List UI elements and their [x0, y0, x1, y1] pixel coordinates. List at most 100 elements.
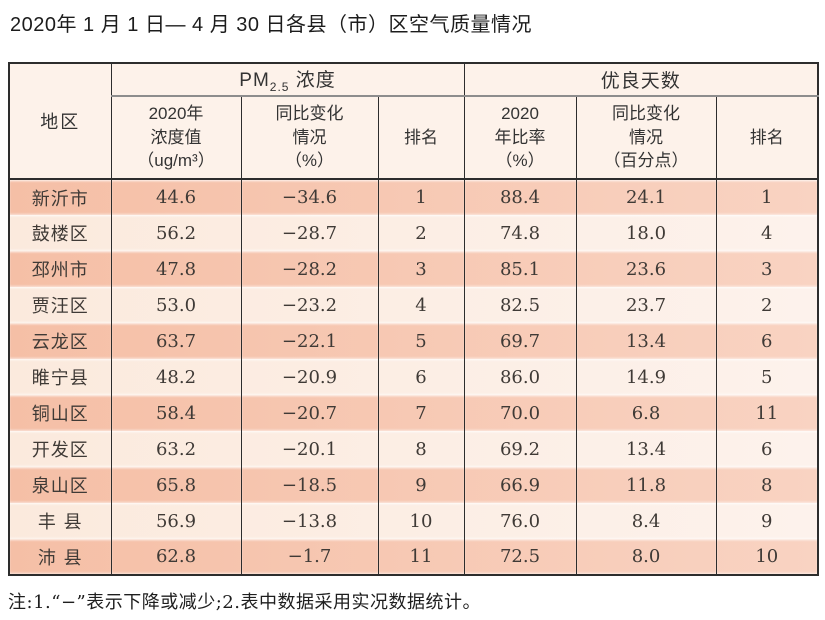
value-cell: −20.1 [240, 431, 379, 467]
value-cell: 6 [715, 323, 819, 359]
table-body: 新沂市 44.6 −34.6 1 88.4 24.1 1 鼓楼区 56.2 −28.7 2 74.8 1… [8, 179, 819, 575]
value-cell: −22.1 [240, 323, 379, 359]
value-cell: 23.6 [575, 251, 717, 287]
value-cell: 23.7 [575, 287, 717, 323]
header-group-good-days: 优良天数 [463, 63, 819, 97]
value-cell: 66.9 [463, 467, 577, 503]
value-cell: 82.5 [463, 287, 577, 323]
table-row: 沛 县 62.8 −1.7 11 72.5 8.0 10 [8, 539, 819, 575]
value-cell: −20.7 [240, 395, 379, 431]
value-cell: 62.8 [110, 539, 242, 575]
value-cell: −20.9 [240, 359, 379, 395]
table-row: 鼓楼区 56.2 −28.7 2 74.8 18.0 4 [8, 215, 819, 251]
value-cell: 58.4 [110, 395, 242, 431]
region-cell: 铜山区 [8, 395, 112, 431]
air-quality-table: 地区 PM2.5 浓度 优良天数 2020年 浓度值 （ug/m³） 同比变化 … [8, 62, 820, 576]
value-cell: 24.1 [575, 179, 717, 215]
value-cell: 8 [377, 431, 465, 467]
table-row: 泉山区 65.8 −18.5 9 66.9 11.8 8 [8, 467, 819, 503]
value-cell: 65.8 [110, 467, 242, 503]
value-cell: 7 [377, 395, 465, 431]
value-cell: 13.4 [575, 323, 717, 359]
header-group-pm25: PM2.5 浓度 [110, 63, 465, 97]
region-cell: 沛 县 [8, 539, 112, 575]
header-rank-good-days: 排名 [715, 96, 819, 180]
table-row: 邳州市 47.8 −28.2 3 85.1 23.6 3 [8, 251, 819, 287]
region-cell: 泉山区 [8, 467, 112, 503]
value-cell: 11.8 [575, 467, 717, 503]
value-cell: 69.7 [463, 323, 577, 359]
value-cell: 85.1 [463, 251, 577, 287]
region-cell: 睢宁县 [8, 359, 112, 395]
value-cell: 86.0 [463, 359, 577, 395]
value-cell: 63.2 [110, 431, 242, 467]
value-cell: −18.5 [240, 467, 379, 503]
value-cell: 5 [377, 323, 465, 359]
value-cell: −13.8 [240, 503, 379, 539]
pm25-label-subscript: 2.5 [269, 79, 290, 94]
value-cell: −23.2 [240, 287, 379, 323]
table-row: 云龙区 63.7 −22.1 5 69.7 13.4 6 [8, 323, 819, 359]
page-title: 2020年 1 月 1 日— 4 月 30 日各县（市）区空气质量情况 [10, 14, 533, 36]
value-cell: 44.6 [110, 179, 242, 215]
value-cell: −28.2 [240, 251, 379, 287]
value-cell: 48.2 [110, 359, 242, 395]
region-cell: 贾汪区 [8, 287, 112, 323]
header-concentration-2020: 2020年 浓度值 （ug/m³） [110, 96, 242, 180]
table-row: 睢宁县 48.2 −20.9 6 86.0 14.9 5 [8, 359, 819, 395]
value-cell: 56.2 [110, 215, 242, 251]
region-cell: 云龙区 [8, 323, 112, 359]
header-yoy-change-points: 同比变化 情况 （百分点） [575, 96, 717, 180]
header-rank-pm25: 排名 [377, 96, 465, 180]
header-ratio-2020: 2020 年比率 （%） [463, 96, 577, 180]
value-cell: 2 [715, 287, 819, 323]
value-cell: 6.8 [575, 395, 717, 431]
value-cell: 76.0 [463, 503, 577, 539]
value-cell: 9 [715, 503, 819, 539]
value-cell: 74.8 [463, 215, 577, 251]
value-cell: 63.7 [110, 323, 242, 359]
pm25-label-suffix: 浓度 [289, 70, 336, 92]
value-cell: −28.7 [240, 215, 379, 251]
value-cell: 13.4 [575, 431, 717, 467]
value-cell: 11 [377, 539, 465, 575]
header-region: 地区 [8, 63, 112, 180]
value-cell: 3 [715, 251, 819, 287]
value-cell: 72.5 [463, 539, 577, 575]
footnote: 注:1.“−”表示下降或减少;2.表中数据采用实况数据统计。 [8, 592, 481, 613]
table-row: 铜山区 58.4 −20.7 7 70.0 6.8 11 [8, 395, 819, 431]
value-cell: 14.9 [575, 359, 717, 395]
value-cell: 8 [715, 467, 819, 503]
value-cell: −1.7 [240, 539, 379, 575]
value-cell: 8.4 [575, 503, 717, 539]
value-cell: 1 [715, 179, 819, 215]
value-cell: 4 [377, 287, 465, 323]
value-cell: 3 [377, 251, 465, 287]
value-cell: 4 [715, 215, 819, 251]
value-cell: 47.8 [110, 251, 242, 287]
value-cell: 18.0 [575, 215, 717, 251]
value-cell: 56.9 [110, 503, 242, 539]
table-row: 新沂市 44.6 −34.6 1 88.4 24.1 1 [8, 179, 819, 215]
value-cell: 5 [715, 359, 819, 395]
value-cell: 6 [377, 359, 465, 395]
value-cell: 2 [377, 215, 465, 251]
value-cell: 10 [715, 539, 819, 575]
table-row: 贾汪区 53.0 −23.2 4 82.5 23.7 2 [8, 287, 819, 323]
region-cell: 邳州市 [8, 251, 112, 287]
sub-header-row: 2020年 浓度值 （ug/m³） 同比变化 情况 （%） 排名 2020 年比… [9, 96, 819, 180]
table-row: 开发区 63.2 −20.1 8 69.2 13.4 6 [8, 431, 819, 467]
value-cell: 10 [377, 503, 465, 539]
value-cell: 69.2 [463, 431, 577, 467]
pm25-label-prefix: PM [239, 70, 270, 92]
value-cell: 88.4 [463, 179, 577, 215]
region-cell: 开发区 [8, 431, 112, 467]
value-cell: −34.6 [240, 179, 379, 215]
table-row: 丰 县 56.9 −13.8 10 76.0 8.4 9 [8, 503, 819, 539]
group-header-row: 地区 PM2.5 浓度 优良天数 [8, 63, 819, 180]
region-cell: 鼓楼区 [8, 215, 112, 251]
header-yoy-change-pct: 同比变化 情况 （%） [240, 96, 379, 180]
value-cell: 53.0 [110, 287, 242, 323]
value-cell: 1 [377, 179, 465, 215]
